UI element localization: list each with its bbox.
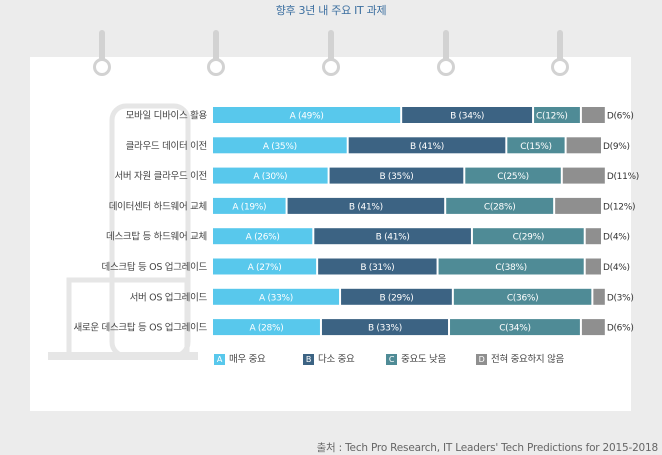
bar-data-label: C(38%) [495, 263, 527, 273]
bar-segment-b [329, 167, 464, 184]
bar-segment-a [213, 107, 401, 123]
bar-data-label: D(6%) [607, 112, 634, 122]
bar-data-label: B (35%) [379, 172, 413, 182]
bar-data-label: D(11%) [607, 172, 639, 182]
bar-data-label: B (41%) [376, 233, 410, 243]
bar-segment-d [555, 197, 601, 214]
bar-segment-b [402, 107, 533, 123]
bar-segment-c [450, 319, 580, 336]
bar-segment-c [465, 167, 561, 184]
bar-segment-d [562, 167, 605, 184]
legend-swatch: A [214, 354, 225, 365]
category-label: 서버 OS 업그레이드 [130, 291, 208, 303]
bar-data-label: A (30%) [253, 172, 287, 182]
bar-segment-a [213, 228, 313, 245]
bar-segment-b [287, 197, 445, 214]
legend-swatch: D [476, 354, 487, 365]
legend-item-b: B 다소 중요 [303, 351, 355, 365]
chart-title: 향후 3년 내 주요 IT 과제 [275, 4, 387, 17]
bar-data-label: C(28%) [484, 202, 516, 212]
bar-data-label: B (29%) [379, 293, 413, 303]
bar-data-label: A (28%) [250, 324, 284, 334]
bar-segment-d [581, 107, 605, 123]
category-label: 데스크탑 등 OS 업그레이드 [102, 261, 208, 273]
bar-segment-b [318, 258, 437, 275]
bar-segment-b [321, 319, 449, 336]
bar-data-label: B (34%) [450, 112, 484, 122]
legend-label: 중요도 낮음 [401, 354, 446, 365]
bar-data-label: C(25%) [497, 172, 529, 182]
bar-segment-a [213, 258, 317, 275]
bar-segment-a [213, 288, 340, 305]
bar-data-label: C(34%) [499, 324, 531, 334]
bar-segment-d [566, 137, 601, 154]
bar-data-label: D(4%) [603, 233, 630, 243]
bar-data-label: C(12%) [536, 112, 568, 122]
bar-segment-a [213, 319, 320, 336]
bar-segment-a [213, 197, 286, 214]
legend-label: 전혀 중요하지 않음 [491, 354, 564, 365]
bar-segment-c [453, 288, 592, 305]
bar-segment-a [213, 137, 347, 154]
bar-segment-c [534, 107, 580, 123]
category-label: 새로운 데스크탑 등 OS 업그레이드 [73, 322, 207, 334]
bar-data-label: B (41%) [410, 142, 444, 152]
bar-data-label: D(9%) [603, 142, 630, 152]
binder-ring [207, 30, 225, 76]
bar-segment-c [507, 137, 565, 154]
legend-label: 매우 중요 [229, 354, 266, 365]
binder-ring [437, 30, 455, 76]
bar-data-label: A (27%) [248, 263, 282, 273]
bar-segment-c [446, 197, 554, 214]
bar-segment-d [585, 228, 601, 245]
bar-data-label: A (19%) [232, 202, 266, 212]
bar-segment-b [348, 137, 506, 154]
bar-data-label: B (41%) [349, 202, 383, 212]
bar-data-label: C(29%) [513, 233, 545, 243]
bar-data-label: C(36%) [507, 293, 539, 303]
bar-segment-c [472, 228, 584, 245]
bar-segment-c [438, 258, 584, 275]
binder-ring [322, 30, 340, 76]
bar-data-label: B (31%) [360, 263, 394, 273]
legend-swatch: C [386, 354, 397, 365]
legend-item-c: C 중요도 낮음 [386, 351, 446, 365]
bar-segment-b [341, 288, 452, 305]
bar-data-label: A (33%) [259, 293, 293, 303]
bar-data-label: D(3%) [607, 293, 634, 303]
category-label: 데이터센터 하드웨어 교체 [109, 200, 207, 212]
bar-data-label: D(6%) [607, 324, 634, 334]
source-note: 출처 : Tech Pro Research, IT Leaders' Tech… [316, 442, 659, 454]
laptop-base-icon [48, 352, 198, 360]
bar-data-label: A (35%) [263, 142, 297, 152]
category-label: 클라우드 데이터 이전 [126, 141, 207, 152]
bar-segment-d [581, 319, 605, 336]
bar-data-label: A (26%) [246, 233, 280, 243]
legend-label: 다소 중요 [318, 354, 355, 365]
bar-segment-b [314, 228, 471, 245]
bar-data-label: D(4%) [603, 263, 630, 273]
category-label: 데스크탑 등 하드웨어 교체 [106, 231, 207, 243]
category-label: 모바일 디바이스 활용 [126, 110, 208, 122]
bar-data-label: B (33%) [368, 324, 402, 334]
bar-data-label: C(15%) [520, 142, 552, 152]
bar-segment-a [213, 167, 328, 184]
bar-segment-d [585, 258, 601, 275]
bar-segment-d [593, 288, 605, 305]
legend-item-a: A 매우 중요 [214, 351, 266, 365]
legend-swatch: B [303, 354, 314, 365]
category-label: 서버 자원 클라우드 이전 [114, 171, 207, 182]
legend-item-d: D 전혀 중요하지 않음 [476, 351, 564, 365]
bar-data-label: D(12%) [603, 202, 635, 212]
bar-data-label: A (49%) [290, 112, 324, 122]
binder-ring [93, 30, 111, 76]
binder-ring [551, 30, 569, 76]
